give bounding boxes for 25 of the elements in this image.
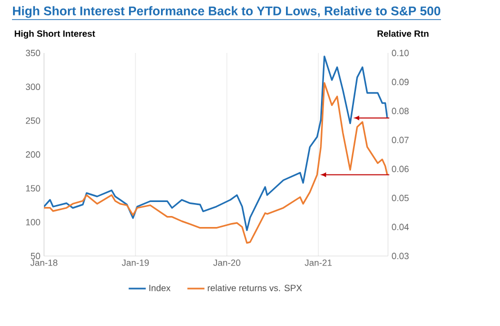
y-tick-label: 350: [26, 50, 40, 56]
legend-label: Index: [149, 284, 170, 292]
y2-tick-label: 0.09: [392, 78, 409, 86]
y-tick-label: 50: [30, 252, 40, 260]
y-tick-label: 200: [26, 151, 40, 158]
line-series: [44, 56, 388, 232]
y2-tick-label: 0.04: [392, 224, 409, 230]
chart-title: High Short Interest Performance Back to YTD Lows, Relative to S&P 500: [13, 6, 440, 18]
y-tick-label: 250: [26, 117, 40, 124]
x-tick-label: Jan-18: [30, 260, 58, 266]
x-tick-label: Jan-20: [213, 260, 240, 266]
x-tick-label: Jan-19: [122, 260, 149, 266]
y2-tick-label: 0.10: [392, 50, 409, 56]
y-axis-title: High Short Interest: [14, 30, 96, 39]
legend-label: relative returns vs. SPX: [208, 284, 302, 292]
y2-tick-label: 0.06: [392, 166, 409, 172]
y2-tick-label: 0.08: [392, 108, 409, 114]
y2-tick-label: 0.07: [392, 136, 409, 144]
x-tick-label: Jan-21: [304, 260, 332, 266]
y-tick-label: 150: [26, 185, 40, 192]
y2-axis-title: Relative Rtn: [378, 30, 428, 37]
y2-tick-label: 0.05: [392, 194, 409, 202]
y2-tick-label: 0.03: [392, 252, 409, 260]
y-tick-label: 300: [26, 84, 40, 90]
y-tick-label: 100: [26, 218, 40, 226]
